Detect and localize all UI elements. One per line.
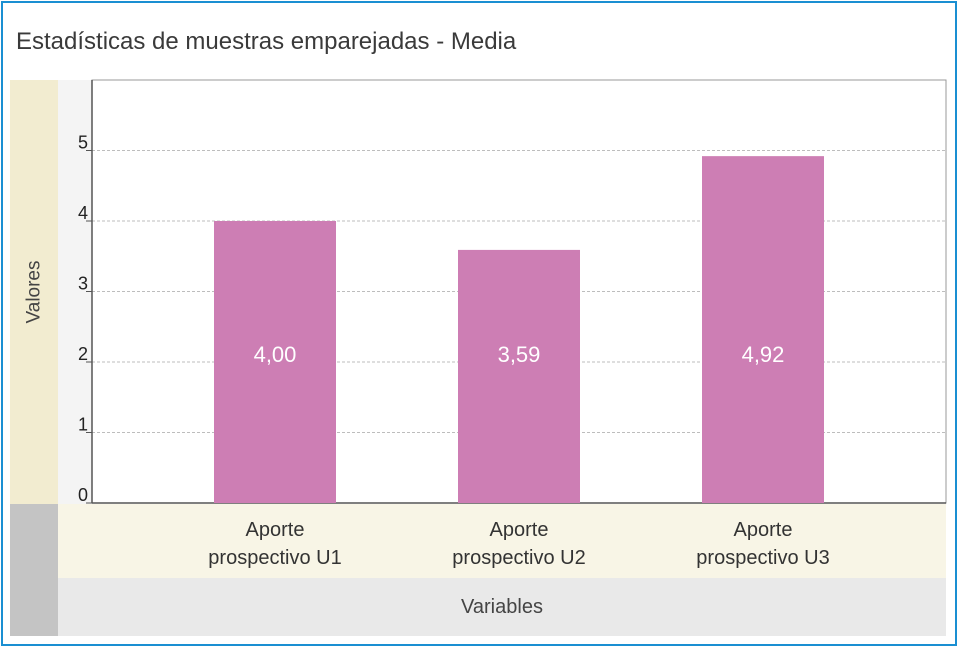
chart-title: Estadísticas de muestras emparejadas - M… xyxy=(16,28,517,55)
y-axis-label-panel: Valores xyxy=(10,80,58,504)
bar-value-label: 3,59 xyxy=(498,342,541,367)
y-tick-label: 5 xyxy=(78,133,88,153)
y-tick-label: 2 xyxy=(78,344,88,364)
x-tick-label-line: Aporte xyxy=(489,519,549,541)
y-tick-label: 4 xyxy=(78,203,88,223)
x-tick-label-line: prospectivo U1 xyxy=(208,547,342,569)
y-tick-label: 0 xyxy=(78,485,88,505)
bar xyxy=(214,221,336,503)
bar xyxy=(702,156,824,503)
bar-value-label: 4,92 xyxy=(742,342,785,367)
x-tick-label: Aporte prospectivo U3 xyxy=(663,516,863,572)
x-axis-label: Variables xyxy=(461,595,543,618)
y-tick-label: 3 xyxy=(78,274,88,294)
x-axis-label-panel: Variables xyxy=(58,578,946,636)
x-tick-label: Aporte prospectivo U1 xyxy=(175,516,375,572)
x-tick-label-line: prospectivo U3 xyxy=(696,547,830,569)
corner-panel xyxy=(10,504,58,636)
x-tick-label-line: prospectivo U2 xyxy=(452,547,586,569)
bar-value-label: 4,00 xyxy=(254,342,297,367)
x-tick-label-line: Aporte xyxy=(245,519,305,541)
y-tick-label: 1 xyxy=(78,415,88,435)
x-tick-label-line: Aporte xyxy=(733,519,793,541)
x-ticks-panel xyxy=(58,504,946,578)
x-tick-label: Aporte prospectivo U2 xyxy=(419,516,619,572)
bar xyxy=(458,249,580,503)
